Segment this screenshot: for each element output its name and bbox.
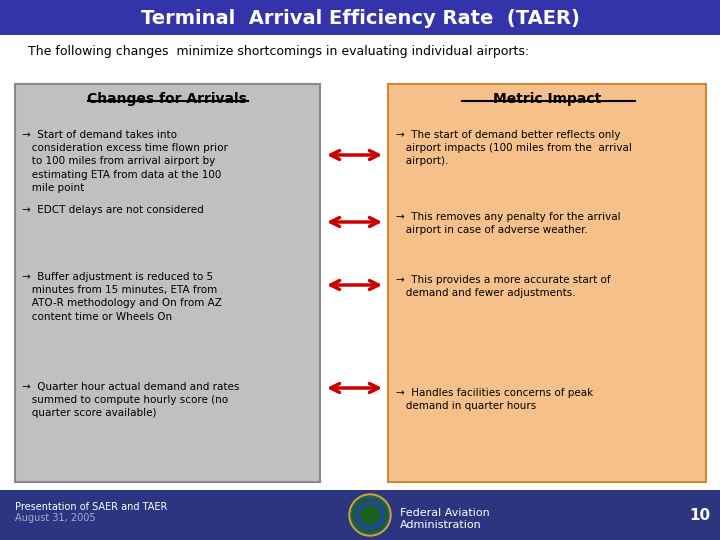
Text: →  This removes any penalty for the arrival
   airport in case of adverse weathe: → This removes any penalty for the arriv… bbox=[396, 212, 621, 235]
Circle shape bbox=[360, 505, 380, 525]
Circle shape bbox=[353, 498, 387, 532]
FancyBboxPatch shape bbox=[15, 84, 320, 482]
FancyBboxPatch shape bbox=[0, 490, 720, 540]
Text: Federal Aviation: Federal Aviation bbox=[400, 508, 490, 518]
Circle shape bbox=[349, 494, 391, 536]
Text: →  EDCT delays are not considered: → EDCT delays are not considered bbox=[22, 205, 204, 215]
Text: →  Start of demand takes into
   consideration excess time flown prior
   to 100: → Start of demand takes into considerati… bbox=[22, 130, 228, 193]
FancyBboxPatch shape bbox=[388, 84, 706, 482]
Text: Metric Impact: Metric Impact bbox=[493, 92, 601, 106]
FancyBboxPatch shape bbox=[0, 0, 720, 35]
Text: August 31, 2005: August 31, 2005 bbox=[15, 513, 96, 523]
Text: The following changes  minimize shortcomings in evaluating individual airports:: The following changes minimize shortcomi… bbox=[28, 45, 529, 58]
Text: →  The start of demand better reflects only
   airport impacts (100 miles from t: → The start of demand better reflects on… bbox=[396, 130, 632, 166]
Circle shape bbox=[356, 501, 384, 529]
Text: →  Buffer adjustment is reduced to 5
   minutes from 15 minutes, ETA from
   ATO: → Buffer adjustment is reduced to 5 minu… bbox=[22, 272, 222, 322]
Text: Changes for Arrivals: Changes for Arrivals bbox=[87, 92, 247, 106]
Text: Administration: Administration bbox=[400, 520, 482, 530]
Circle shape bbox=[351, 496, 389, 534]
Text: Presentation of SAER and TAER: Presentation of SAER and TAER bbox=[15, 502, 167, 512]
Text: 10: 10 bbox=[690, 508, 711, 523]
Text: →  Quarter hour actual demand and rates
   summed to compute hourly score (no
  : → Quarter hour actual demand and rates s… bbox=[22, 382, 239, 418]
Text: →  This provides a more accurate start of
   demand and fewer adjustments.: → This provides a more accurate start of… bbox=[396, 275, 611, 298]
Text: Terminal  Arrival Efficiency Rate  (TAER): Terminal Arrival Efficiency Rate (TAER) bbox=[140, 9, 580, 28]
Text: →  Handles facilities concerns of peak
   demand in quarter hours: → Handles facilities concerns of peak de… bbox=[396, 388, 593, 411]
